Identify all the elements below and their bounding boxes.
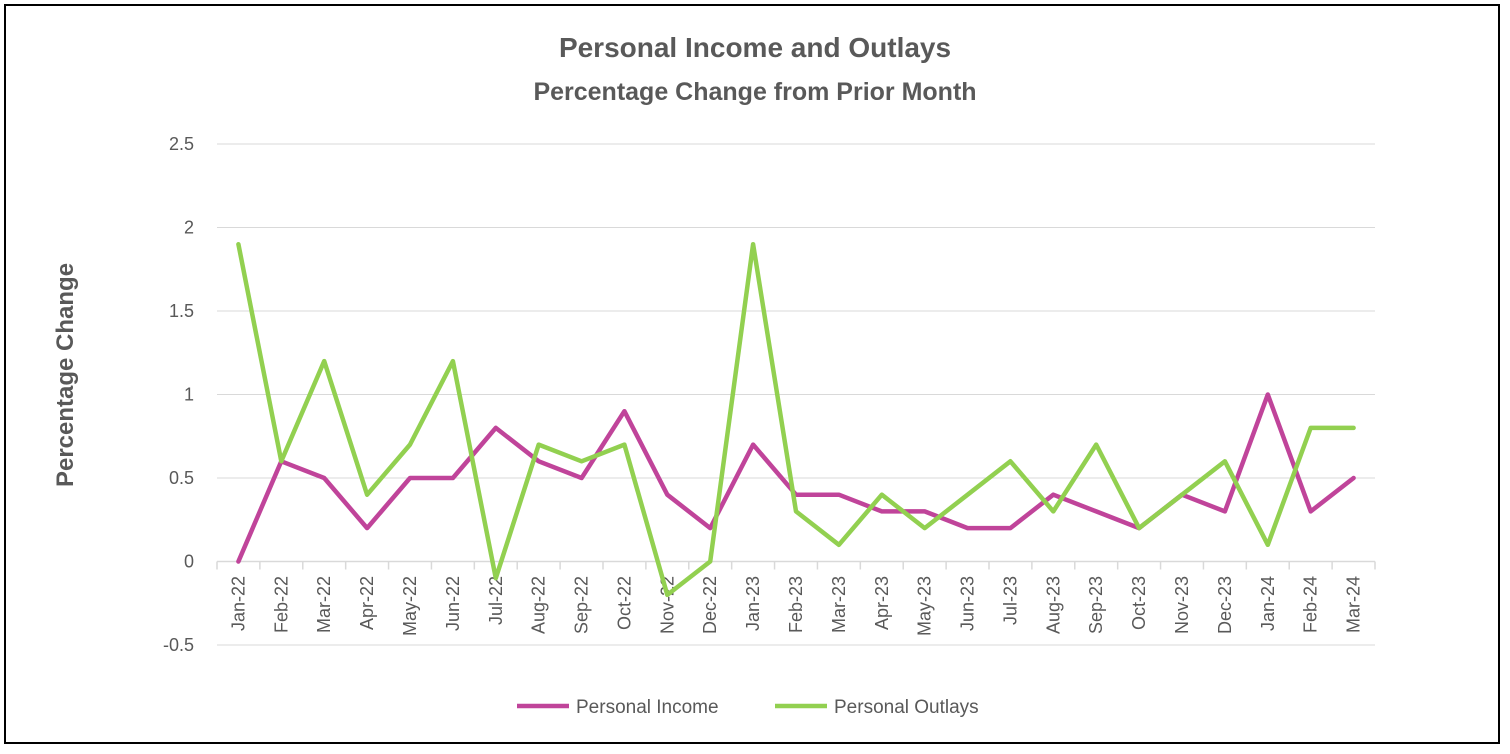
x-tick-label: Jun-22 — [443, 576, 463, 631]
x-tick-label: Nov-23 — [1172, 576, 1192, 634]
y-tick-label: 0.5 — [169, 468, 194, 488]
y-axis-ticks: -0.5 0 0.5 1 1.5 2 2.5 — [163, 134, 194, 655]
grid-lines — [217, 143, 1375, 646]
x-tick-label: Dec-23 — [1215, 576, 1235, 634]
legend-label: Personal Outlays — [834, 697, 979, 718]
chart-subtitle: Percentage Change from Prior Month — [533, 78, 977, 106]
legend: Personal Income Personal Outlays — [517, 697, 979, 718]
x-axis — [216, 560, 1376, 570]
y-tick-label: 2.5 — [169, 134, 194, 154]
x-tick-label: May-23 — [915, 576, 935, 636]
x-tick-label: Sep-23 — [1086, 576, 1106, 634]
x-tick-label: Mar-24 — [1344, 576, 1364, 633]
x-tick-label: Apr-22 — [357, 576, 377, 630]
x-tick-label: Feb-24 — [1301, 576, 1321, 633]
y-tick-label: 1 — [184, 385, 194, 405]
y-tick-label: 2 — [184, 218, 194, 238]
y-tick-label: -0.5 — [163, 635, 194, 655]
x-tick-label: Apr-23 — [872, 576, 892, 630]
x-axis-ticks: Jan-22 Feb-22 Mar-22 Apr-22 May-22 Jun-22 Jul-… — [228, 576, 1363, 636]
x-tick-label: Jul-23 — [1000, 576, 1020, 625]
series-lines — [236, 241, 1356, 598]
x-tick-label: Feb-22 — [271, 576, 291, 633]
x-tick-label: Jan-24 — [1258, 576, 1278, 631]
chart-frame — [4, 4, 1500, 744]
chart-title: Personal Income and Outlays — [558, 32, 952, 63]
x-tick-label: Mar-23 — [829, 576, 849, 633]
x-tick-label: Feb-23 — [786, 576, 806, 633]
legend-label: Personal Income — [576, 697, 719, 718]
y-tick-label: 0 — [184, 552, 194, 572]
x-tick-label: Aug-22 — [529, 576, 549, 634]
x-tick-label: Nov-22 — [657, 576, 677, 634]
x-tick-label: Oct-22 — [614, 576, 634, 630]
x-tick-label: Dec-22 — [700, 576, 720, 634]
x-tick-label: Aug-23 — [1043, 576, 1063, 634]
x-tick-label: Sep-22 — [572, 576, 592, 634]
y-axis-label: Percentage Change — [52, 263, 79, 487]
x-tick-label: Jun-23 — [958, 576, 978, 631]
x-tick-label: Jan-23 — [743, 576, 763, 631]
x-tick-label: Jan-22 — [228, 576, 248, 631]
y-tick-label: 1.5 — [169, 301, 194, 321]
x-tick-label: May-22 — [400, 576, 420, 636]
x-tick-label: Jul-22 — [486, 576, 506, 625]
x-tick-label: Oct-23 — [1129, 576, 1149, 630]
x-tick-label: Mar-22 — [314, 576, 334, 633]
series-line-personal-outlays — [236, 241, 1356, 598]
